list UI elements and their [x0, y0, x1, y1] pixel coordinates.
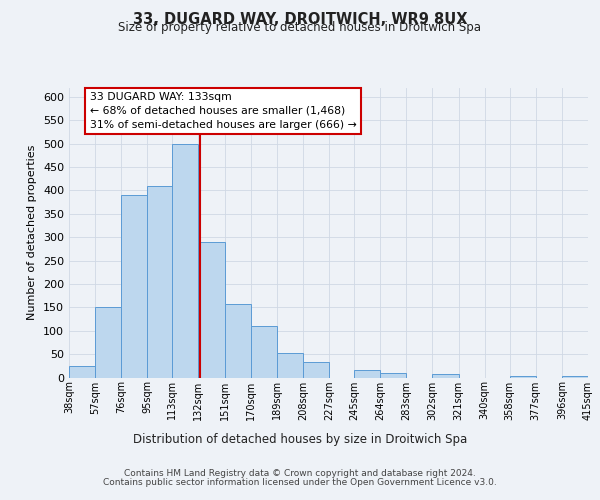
Text: 33 DUGARD WAY: 133sqm
← 68% of detached houses are smaller (1,468)
31% of semi-d: 33 DUGARD WAY: 133sqm ← 68% of detached …	[90, 92, 356, 130]
Text: Contains public sector information licensed under the Open Government Licence v3: Contains public sector information licen…	[103, 478, 497, 487]
Bar	[354, 370, 380, 378]
Bar	[433, 374, 458, 378]
Bar	[380, 373, 406, 378]
Bar	[69, 366, 95, 378]
Bar	[303, 362, 329, 378]
Bar	[199, 242, 224, 378]
Bar	[251, 326, 277, 378]
Bar	[172, 144, 199, 378]
Text: Contains HM Land Registry data © Crown copyright and database right 2024.: Contains HM Land Registry data © Crown c…	[124, 469, 476, 478]
Bar	[277, 352, 303, 378]
Bar	[148, 186, 172, 378]
Bar	[562, 376, 588, 378]
Text: Distribution of detached houses by size in Droitwich Spa: Distribution of detached houses by size …	[133, 432, 467, 446]
Bar	[95, 308, 121, 378]
Bar	[509, 376, 536, 378]
Bar	[121, 195, 148, 378]
Text: Size of property relative to detached houses in Droitwich Spa: Size of property relative to detached ho…	[119, 22, 482, 35]
Y-axis label: Number of detached properties: Number of detached properties	[28, 145, 37, 320]
Bar	[224, 304, 251, 378]
Text: 33, DUGARD WAY, DROITWICH, WR9 8UX: 33, DUGARD WAY, DROITWICH, WR9 8UX	[133, 12, 467, 28]
